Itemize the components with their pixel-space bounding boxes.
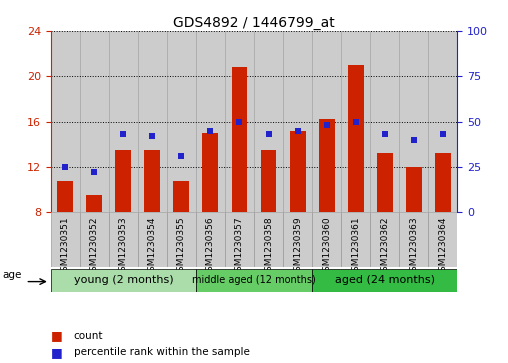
Bar xyxy=(144,150,161,212)
Text: GSM1230358: GSM1230358 xyxy=(264,217,273,277)
Bar xyxy=(428,212,457,267)
Text: GSM1230352: GSM1230352 xyxy=(90,217,99,277)
Text: ■: ■ xyxy=(51,346,62,359)
Bar xyxy=(138,212,167,267)
Bar xyxy=(109,31,138,212)
Bar xyxy=(80,31,109,212)
Bar xyxy=(225,31,254,212)
Bar xyxy=(312,269,457,292)
Bar xyxy=(312,31,341,212)
Text: GSM1230359: GSM1230359 xyxy=(293,217,302,277)
Text: GSM1230364: GSM1230364 xyxy=(438,217,447,277)
Text: GSM1230362: GSM1230362 xyxy=(380,217,389,277)
Bar xyxy=(399,212,428,267)
Bar xyxy=(138,31,167,212)
Text: age: age xyxy=(3,269,22,280)
Bar xyxy=(370,212,399,267)
Text: GSM1230353: GSM1230353 xyxy=(119,217,128,277)
Bar xyxy=(196,212,225,267)
Bar xyxy=(290,131,305,212)
Title: GDS4892 / 1446799_at: GDS4892 / 1446799_at xyxy=(173,16,335,30)
Bar xyxy=(406,167,422,212)
Bar xyxy=(435,153,451,212)
Text: GSM1230357: GSM1230357 xyxy=(235,217,244,277)
Bar xyxy=(51,269,196,292)
Bar xyxy=(254,31,283,212)
Bar xyxy=(51,31,80,212)
Text: count: count xyxy=(74,331,103,341)
Text: young (2 months): young (2 months) xyxy=(74,276,173,285)
Bar xyxy=(399,31,428,212)
Text: GSM1230351: GSM1230351 xyxy=(61,217,70,277)
Bar xyxy=(173,180,189,212)
Text: GSM1230355: GSM1230355 xyxy=(177,217,186,277)
Bar xyxy=(86,195,102,212)
Bar xyxy=(319,119,335,212)
Text: middle aged (12 months): middle aged (12 months) xyxy=(192,276,316,285)
Bar xyxy=(347,65,364,212)
Bar xyxy=(254,212,283,267)
Bar xyxy=(167,212,196,267)
Bar xyxy=(283,212,312,267)
Text: ■: ■ xyxy=(51,329,62,342)
Bar xyxy=(115,150,132,212)
Text: GSM1230360: GSM1230360 xyxy=(322,217,331,277)
Bar xyxy=(196,269,312,292)
Text: GSM1230354: GSM1230354 xyxy=(148,217,157,277)
Text: GSM1230356: GSM1230356 xyxy=(206,217,215,277)
Bar xyxy=(225,212,254,267)
Bar xyxy=(428,31,457,212)
Bar xyxy=(341,212,370,267)
Bar xyxy=(203,133,218,212)
Text: GSM1230363: GSM1230363 xyxy=(409,217,418,277)
Bar xyxy=(109,212,138,267)
Bar xyxy=(232,67,247,212)
Text: aged (24 months): aged (24 months) xyxy=(335,276,435,285)
Bar xyxy=(167,31,196,212)
Bar xyxy=(376,153,393,212)
Bar xyxy=(312,212,341,267)
Bar xyxy=(80,212,109,267)
Bar xyxy=(261,150,276,212)
Bar xyxy=(341,31,370,212)
Bar xyxy=(283,31,312,212)
Bar xyxy=(51,212,80,267)
Bar xyxy=(370,31,399,212)
Bar xyxy=(57,180,73,212)
Text: percentile rank within the sample: percentile rank within the sample xyxy=(74,347,249,357)
Text: GSM1230361: GSM1230361 xyxy=(351,217,360,277)
Bar xyxy=(196,31,225,212)
